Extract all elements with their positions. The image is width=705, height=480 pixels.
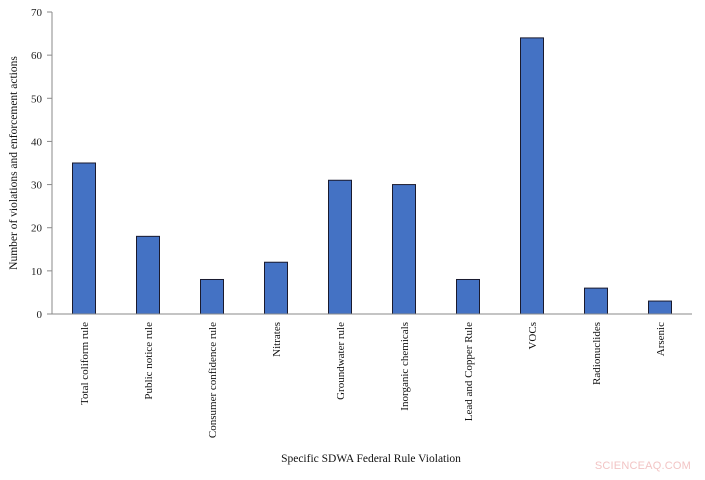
bar bbox=[520, 37, 544, 315]
watermark: SCIENCEAQ.COM bbox=[594, 460, 691, 472]
bar bbox=[200, 278, 224, 315]
bar bbox=[72, 162, 96, 315]
x-category-label: Nitrates bbox=[271, 322, 283, 357]
x-axis-title: Specific SDWA Federal Rule Violation bbox=[281, 453, 461, 465]
x-category-label: VOCs bbox=[527, 322, 539, 350]
x-category-label: Consumer confidence rule bbox=[207, 322, 219, 438]
y-tick-label: 10 bbox=[31, 266, 43, 278]
y-tick-label: 50 bbox=[31, 93, 43, 105]
y-axis-ticks: 0 10 20 30 40 50 60 70 bbox=[31, 7, 52, 321]
x-category-label: Radionuclides bbox=[591, 322, 603, 385]
bar bbox=[328, 179, 352, 315]
x-category-label: Inorganic chemicals bbox=[399, 322, 411, 411]
x-category-label: Public notice rule bbox=[143, 322, 155, 400]
y-tick-label: 30 bbox=[31, 180, 43, 192]
bar bbox=[136, 235, 160, 315]
bar bbox=[264, 261, 288, 315]
bar bbox=[392, 184, 416, 315]
y-tick-label: 60 bbox=[31, 50, 43, 62]
x-axis-category-labels: Total coliform rule Public notice rule Con… bbox=[79, 322, 667, 438]
y-tick-label: 40 bbox=[31, 136, 43, 148]
bar bbox=[648, 300, 672, 315]
x-category-label: Total coliform rule bbox=[79, 322, 91, 405]
y-axis-title: Number of violations and enforcement act… bbox=[8, 56, 20, 270]
bar bbox=[584, 287, 608, 315]
x-category-label: Arsenic bbox=[655, 322, 667, 356]
y-tick-label: 20 bbox=[31, 223, 43, 235]
x-category-label: Lead and Copper Rule bbox=[463, 322, 475, 421]
bars bbox=[72, 37, 672, 315]
y-tick-label: 70 bbox=[31, 7, 43, 19]
y-tick-label: 0 bbox=[37, 309, 43, 321]
bar bbox=[456, 278, 480, 315]
x-category-label: Groundwater rule bbox=[335, 322, 347, 400]
